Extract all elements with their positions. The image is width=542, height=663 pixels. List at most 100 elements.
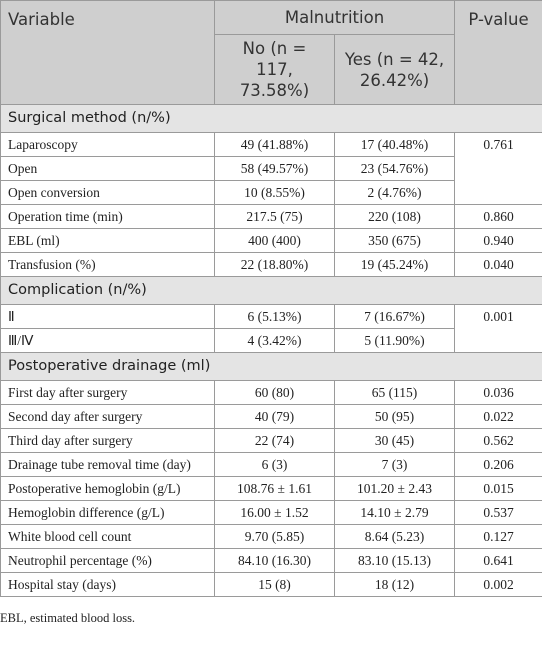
cell-no: 6 (3) (214, 452, 335, 477)
row-label: Open conversion (0, 180, 215, 205)
cell-yes: 50 (95) (333, 404, 456, 429)
cell-p: 0.001 (454, 304, 542, 353)
cell-no: 9.70 (5.85) (214, 524, 335, 549)
row-label: Transfusion (%) (0, 252, 215, 277)
cell-p: 0.860 (454, 204, 542, 229)
header-cell: Yes (n = 42, 26.42%) (333, 34, 456, 105)
row-label: Postoperative hemoglobin (g/L) (0, 476, 215, 501)
cell-no: 22 (74) (214, 428, 335, 453)
cell-p: 0.940 (454, 228, 542, 253)
cell-p: 0.562 (454, 428, 542, 453)
cell-yes: 7 (16.67%) (333, 304, 456, 329)
cell-no: 40 (79) (214, 404, 335, 429)
data-row: Operation time (min) 217.5 (75) 220 (108) 0… (0, 204, 542, 229)
cell-p: 0.127 (454, 524, 542, 549)
cell-p: 0.040 (454, 252, 542, 277)
cell-yes: 350 (675) (333, 228, 456, 253)
row-label: Ⅲ/Ⅳ (0, 328, 215, 353)
table-body: Surgical method (n/%) Laparoscopy 49 (41.8… (0, 104, 542, 597)
header-cell: Malnutrition (213, 0, 456, 35)
cell-yes: 65 (115) (333, 380, 456, 405)
header-cell: No (n = 117, 73.58%) (214, 34, 335, 105)
data-row: White blood cell count 9.70 (5.85) 8.64 (5… (0, 524, 542, 549)
table-header: Variable Malnutrition P-value No (n = 11… (0, 0, 542, 105)
header-cell: P-value (454, 0, 542, 105)
cell-no: 108.76 ± 1.61 (214, 476, 335, 501)
cell-no: 16.00 ± 1.52 (214, 500, 335, 525)
data-row: Third day after surgery 22 (74) 30 (45) 0.5… (0, 428, 542, 453)
results-table: Variable Malnutrition P-value No (n = 11… (0, 0, 542, 597)
cell-p: 0.761 (454, 132, 542, 205)
data-row: Hospital stay (days) 15 (8) 18 (12) 0.002 (0, 572, 542, 597)
cell-no: 217.5 (75) (214, 204, 335, 229)
data-row: Ⅲ/Ⅳ 4 (3.42%) 5 (11.90%) (0, 328, 542, 353)
cell-yes: 23 (54.76%) (333, 156, 456, 181)
cell-no: 400 (400) (214, 228, 335, 253)
row-label: Open (0, 156, 215, 181)
row-label: Hospital stay (days) (0, 572, 215, 597)
cell-p: 0.537 (454, 500, 542, 525)
row-label: Drainage tube removal time (day) (0, 452, 215, 477)
row-label: Third day after surgery (0, 428, 215, 453)
cell-p: 0.015 (454, 476, 542, 501)
data-row: EBL (ml) 400 (400) 350 (675) 0.940 (0, 228, 542, 253)
data-row: Transfusion (%) 22 (18.80%) 19 (45.24%) 0.0… (0, 252, 542, 277)
cell-yes: 17 (40.48%) (333, 132, 456, 157)
row-label: Laparoscopy (0, 132, 215, 157)
row-label: Hemoglobin difference (g/L) (0, 500, 215, 525)
data-row: Open 58 (49.57%) 23 (54.76%) (0, 156, 542, 181)
header-row: No (n = 117, 73.58%) Yes (n = 42, 26.42%… (1, 34, 542, 105)
cell-no: 58 (49.57%) (214, 156, 335, 181)
cell-yes: 101.20 ± 2.43 (333, 476, 456, 501)
data-row: Postoperative hemoglobin (g/L) 108.76 ± 1… (0, 476, 542, 501)
data-row: Drainage tube removal time (day) 6 (3) 7 (… (0, 452, 542, 477)
data-row: First day after surgery 60 (80) 65 (115) 0.… (0, 380, 542, 405)
section-row: Complication (n/%) (0, 276, 542, 305)
cell-p: 0.206 (454, 452, 542, 477)
cell-yes: 5 (11.90%) (333, 328, 456, 353)
header-row: Variable Malnutrition P-value (0, 0, 542, 105)
cell-yes: 19 (45.24%) (333, 252, 456, 277)
section-row: Surgical method (n/%) (0, 104, 542, 133)
cell-p: 0.022 (454, 404, 542, 429)
row-label: Operation time (min) (0, 204, 215, 229)
data-row: Open conversion 10 (8.55%) 2 (4.76%) (0, 180, 542, 205)
cell-yes: 220 (108) (333, 204, 456, 229)
row-label: First day after surgery (0, 380, 215, 405)
cell-yes: 2 (4.76%) (333, 180, 456, 205)
cell-no: 6 (5.13%) (214, 304, 335, 329)
data-row: Hemoglobin difference (g/L) 16.00 ± 1.52 1… (0, 500, 542, 525)
row-label: EBL (ml) (0, 228, 215, 253)
section-title: Postoperative drainage (ml) (0, 352, 542, 381)
cell-no: 10 (8.55%) (214, 180, 335, 205)
data-row: Laparoscopy 49 (41.88%) 17 (40.48%) 0.761 (0, 132, 542, 205)
data-row: Neutrophil percentage (%) 84.10 (16.30) 83… (0, 548, 542, 573)
cell-no: 22 (18.80%) (214, 252, 335, 277)
cell-no: 84.10 (16.30) (214, 548, 335, 573)
row-label: Neutrophil percentage (%) (0, 548, 215, 573)
cell-yes: 83.10 (15.13) (333, 548, 456, 573)
cell-p: 0.002 (454, 572, 542, 597)
section-title: Surgical method (n/%) (0, 104, 542, 133)
cell-no: 49 (41.88%) (214, 132, 335, 157)
cell-yes: 7 (3) (333, 452, 456, 477)
section-row: Postoperative drainage (ml) (0, 352, 542, 381)
cell-yes: 30 (45) (333, 428, 456, 453)
row-label: White blood cell count (0, 524, 215, 549)
cell-yes: 18 (12) (333, 572, 456, 597)
cell-p: 0.036 (454, 380, 542, 405)
cell-yes: 14.10 ± 2.79 (333, 500, 456, 525)
cell-p: 0.641 (454, 548, 542, 573)
cell-yes: 8.64 (5.23) (333, 524, 456, 549)
cell-no: 4 (3.42%) (214, 328, 335, 353)
row-label: Second day after surgery (0, 404, 215, 429)
footnote: EBL, estimated blood loss. (0, 611, 136, 625)
row-label: Ⅱ (0, 304, 215, 329)
cell-no: 15 (8) (214, 572, 335, 597)
data-row: Second day after surgery 40 (79) 50 (95) 0.… (0, 404, 542, 429)
cell-no: 60 (80) (214, 380, 335, 405)
header-cell: Variable (0, 0, 215, 105)
section-title: Complication (n/%) (0, 276, 542, 305)
